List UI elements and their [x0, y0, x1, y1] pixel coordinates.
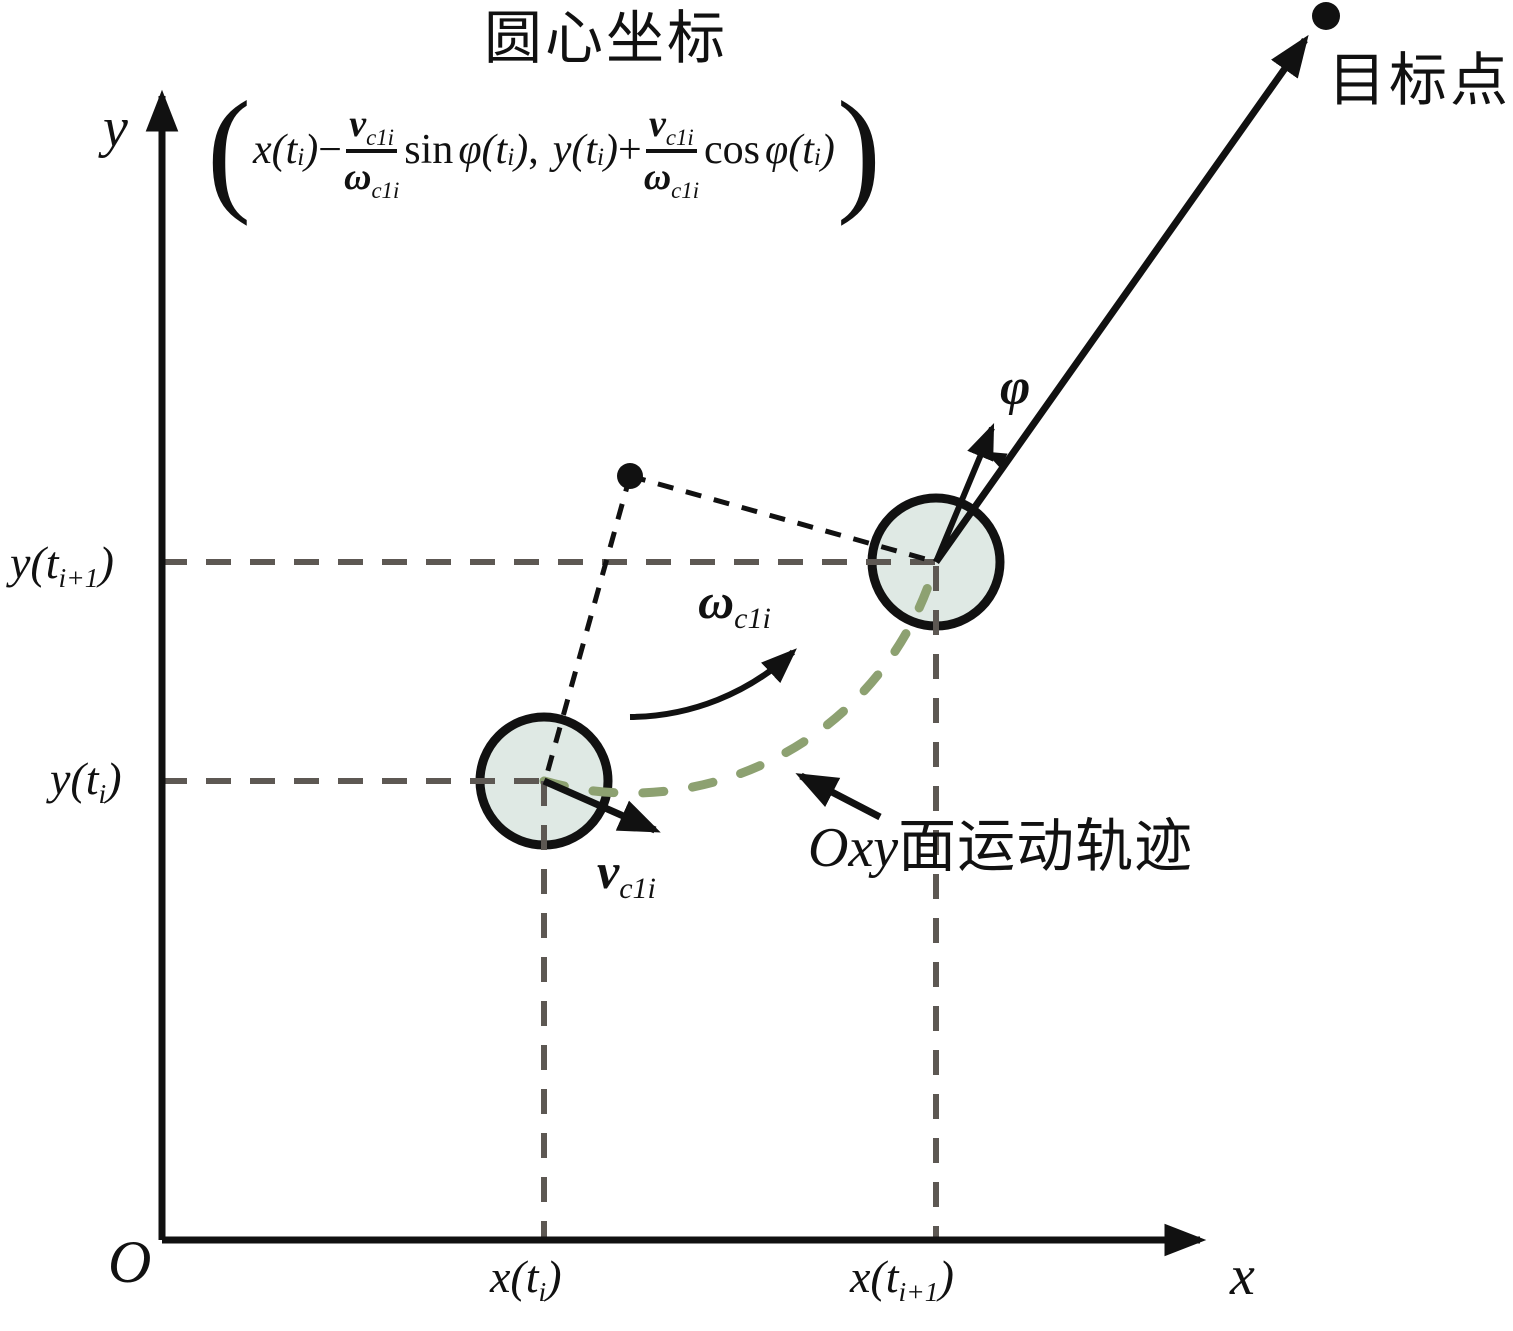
- comma: ,: [528, 127, 539, 173]
- formula-right-paren: ): [836, 72, 881, 227]
- y-ti1-label: y(ti+1): [10, 537, 114, 593]
- phi-ti-term: φ(t: [458, 127, 508, 173]
- phi-ti-term-2: φ(t: [765, 127, 814, 173]
- center-coordinates-formula: ( x(t i) − vc1i ωc1i sin φ(t i) , y(t i) + …: [207, 72, 881, 227]
- omega-rotation-arrow: [629, 648, 797, 720]
- x-axis-label: x: [1230, 1245, 1255, 1307]
- trajectory-label: Oxy面运动轨迹: [808, 814, 1194, 879]
- x-ti-label: x(ti): [490, 1251, 562, 1307]
- origin-label: O: [108, 1229, 152, 1295]
- y-axis-label: y: [103, 97, 128, 159]
- heading-arrow: [933, 423, 995, 564]
- velocity-label: vc1i: [597, 843, 656, 905]
- y-ti-label: y(ti): [50, 753, 122, 809]
- trajectory-annotation-arrow: [795, 772, 882, 821]
- v-over-omega-fraction: vc1i ωc1i: [343, 102, 400, 204]
- x-ti-term: x(t: [252, 127, 298, 173]
- minus-sign: −: [318, 127, 342, 173]
- omega-label: ωc1i: [698, 573, 771, 635]
- figure-title: 圆心坐标: [484, 6, 729, 71]
- phi-angle-arc: [985, 451, 1008, 469]
- phi-label: φ: [1000, 359, 1031, 416]
- sin-function: sin: [404, 127, 454, 173]
- trajectory-arc: [539, 557, 941, 798]
- cos-function: cos: [704, 127, 761, 173]
- target-point-dot: [1312, 2, 1340, 30]
- x-ti1-label: x(ti+1): [850, 1251, 954, 1307]
- target-direction-arrow: [933, 34, 1309, 565]
- target-point-label: 目标点: [1328, 48, 1512, 113]
- formula-left-paren: (: [207, 72, 251, 227]
- velocity-arrow: [542, 777, 661, 834]
- radius-to-position-ti1-line: [629, 473, 937, 565]
- circle-center-point: [617, 463, 643, 489]
- y-ti-term: y(t: [552, 127, 597, 173]
- v-over-omega-fraction-2: vc1i ωc1i: [643, 102, 700, 204]
- plus-sign: +: [618, 127, 642, 173]
- radius-to-position-ti-line: [542, 475, 633, 782]
